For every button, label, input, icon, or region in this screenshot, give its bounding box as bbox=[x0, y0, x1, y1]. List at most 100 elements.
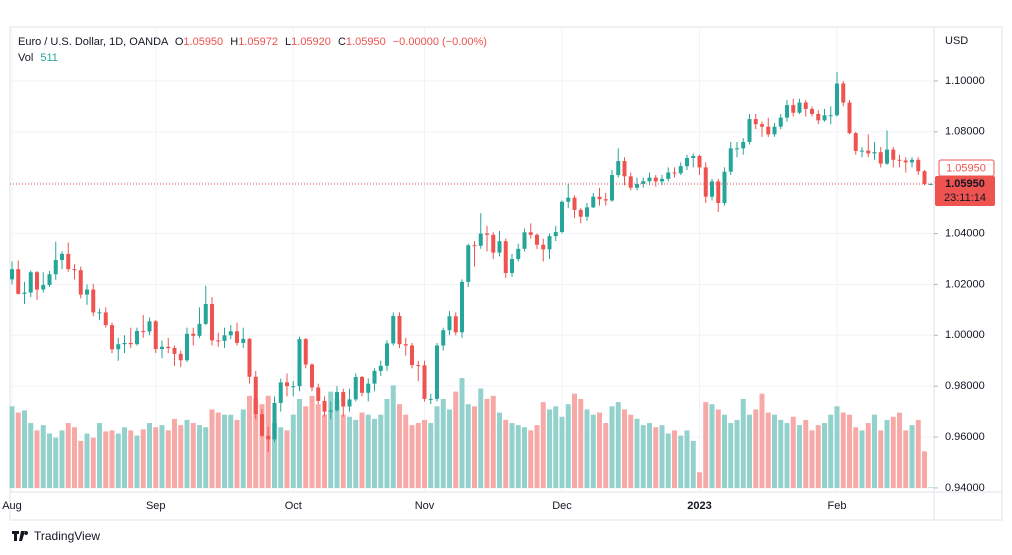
volume-bar bbox=[428, 423, 434, 488]
candle-body bbox=[660, 178, 664, 182]
volume-bar bbox=[128, 430, 134, 488]
candle-body bbox=[822, 115, 827, 121]
volume-bar bbox=[15, 412, 21, 488]
candle-body bbox=[160, 346, 164, 350]
volume-bar bbox=[828, 414, 834, 488]
legend-open: 1.05950 bbox=[183, 36, 223, 48]
volume-bar bbox=[303, 406, 309, 488]
candle-body bbox=[347, 399, 352, 407]
candle-body bbox=[541, 244, 546, 250]
volume-bar bbox=[22, 410, 27, 488]
volume-bar bbox=[778, 419, 784, 488]
candle-body bbox=[741, 141, 746, 149]
candle-body bbox=[278, 382, 283, 403]
candle-body bbox=[591, 196, 596, 208]
candle-body bbox=[547, 236, 552, 250]
volume-bar bbox=[172, 418, 177, 488]
candle-body bbox=[435, 345, 439, 399]
volume-bar bbox=[553, 406, 559, 488]
candle-body bbox=[478, 233, 483, 246]
candle-body bbox=[897, 159, 902, 161]
volume-bar bbox=[853, 427, 859, 488]
candle-body bbox=[135, 330, 139, 345]
candle-body bbox=[203, 304, 208, 324]
volume-bar bbox=[440, 398, 446, 488]
volume-bar bbox=[659, 425, 665, 488]
candle-body bbox=[628, 176, 633, 188]
volume-bar bbox=[447, 409, 452, 488]
candle-body bbox=[428, 398, 433, 400]
legend-low-label: L bbox=[285, 36, 291, 48]
candle-body bbox=[228, 331, 233, 336]
candle-body bbox=[703, 167, 708, 197]
candle-body bbox=[410, 345, 414, 366]
volume-bar bbox=[472, 406, 477, 488]
volume-bar bbox=[378, 414, 384, 488]
volume-bar bbox=[572, 393, 577, 488]
candle-body bbox=[360, 377, 364, 393]
legend-high: 1.05972 bbox=[238, 36, 278, 48]
volume-bar bbox=[122, 427, 127, 488]
candle-body bbox=[678, 166, 683, 174]
candle-body bbox=[266, 435, 271, 440]
candle-body bbox=[635, 183, 639, 188]
volume-bar bbox=[409, 425, 415, 488]
candle-body bbox=[253, 376, 258, 415]
candle-body bbox=[828, 115, 833, 117]
x-tick-label: Feb bbox=[828, 500, 847, 512]
brand-logo bbox=[12, 531, 29, 541]
countdown: 23:11:14 bbox=[944, 192, 986, 204]
volume-bar bbox=[634, 418, 640, 488]
legend-close: 1.05950 bbox=[346, 36, 386, 48]
candle-body bbox=[697, 155, 702, 168]
volume-bar bbox=[59, 430, 65, 488]
candle-body bbox=[685, 158, 689, 167]
volume-bar bbox=[140, 429, 146, 488]
volume-bar bbox=[809, 430, 815, 488]
candle-body bbox=[753, 119, 758, 125]
volume-bar bbox=[278, 427, 284, 488]
candle-body bbox=[728, 148, 733, 172]
candle-body bbox=[72, 269, 77, 271]
candle-body bbox=[585, 207, 589, 217]
candle-body bbox=[853, 133, 858, 151]
candle-body bbox=[916, 159, 921, 172]
candle-body bbox=[385, 343, 389, 366]
candle-body bbox=[578, 209, 583, 217]
volume-bar bbox=[459, 378, 465, 488]
volume-bar bbox=[422, 419, 427, 488]
volume-bar bbox=[859, 430, 865, 488]
x-tick-label: Oct bbox=[285, 500, 302, 512]
candle-body bbox=[922, 171, 927, 184]
candle-body bbox=[835, 83, 839, 116]
candle-body bbox=[841, 83, 846, 103]
volume-bar bbox=[909, 425, 915, 488]
candle-body bbox=[647, 177, 652, 182]
candle-body bbox=[810, 108, 814, 114]
candle-body bbox=[928, 183, 933, 185]
volume-bar bbox=[703, 402, 709, 488]
candle-body bbox=[791, 105, 796, 113]
volume-bar bbox=[159, 425, 165, 488]
candle-body bbox=[10, 269, 14, 280]
candle-body bbox=[372, 370, 377, 384]
volume-bar bbox=[465, 404, 471, 488]
volume-bar bbox=[234, 419, 240, 488]
candle-body bbox=[353, 377, 358, 400]
last-price-box bbox=[935, 175, 995, 206]
candle-body bbox=[28, 272, 33, 293]
volume-bar bbox=[390, 385, 396, 488]
volume-bar bbox=[222, 414, 227, 488]
volume-bar bbox=[215, 412, 221, 488]
candle-body bbox=[247, 338, 252, 377]
volume-bar bbox=[78, 440, 84, 488]
candle-body bbox=[66, 253, 71, 270]
y-tick-label: 0.96000 bbox=[945, 431, 985, 443]
volume-bar bbox=[847, 414, 852, 488]
candle-body bbox=[222, 335, 227, 341]
candle-body bbox=[391, 315, 396, 344]
volume-bar bbox=[240, 409, 246, 488]
volume-bar bbox=[103, 431, 109, 488]
volume-bar bbox=[228, 414, 234, 488]
